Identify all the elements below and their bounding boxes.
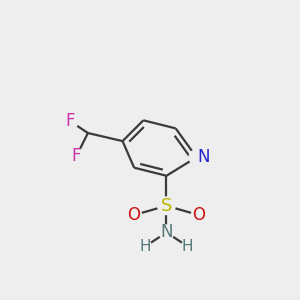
Text: N: N xyxy=(198,148,210,166)
Circle shape xyxy=(158,197,175,214)
Text: H: H xyxy=(140,239,152,254)
Text: F: F xyxy=(72,147,81,165)
Circle shape xyxy=(191,208,206,222)
Circle shape xyxy=(127,208,142,222)
Circle shape xyxy=(69,149,84,164)
Text: O: O xyxy=(192,206,205,224)
Circle shape xyxy=(159,225,174,240)
Text: S: S xyxy=(161,197,172,215)
Text: O: O xyxy=(128,206,141,224)
Circle shape xyxy=(182,240,193,252)
Circle shape xyxy=(63,114,78,129)
Text: F: F xyxy=(66,112,75,130)
Circle shape xyxy=(140,240,152,252)
Text: H: H xyxy=(182,239,193,254)
Text: N: N xyxy=(160,223,173,241)
Circle shape xyxy=(189,150,204,165)
